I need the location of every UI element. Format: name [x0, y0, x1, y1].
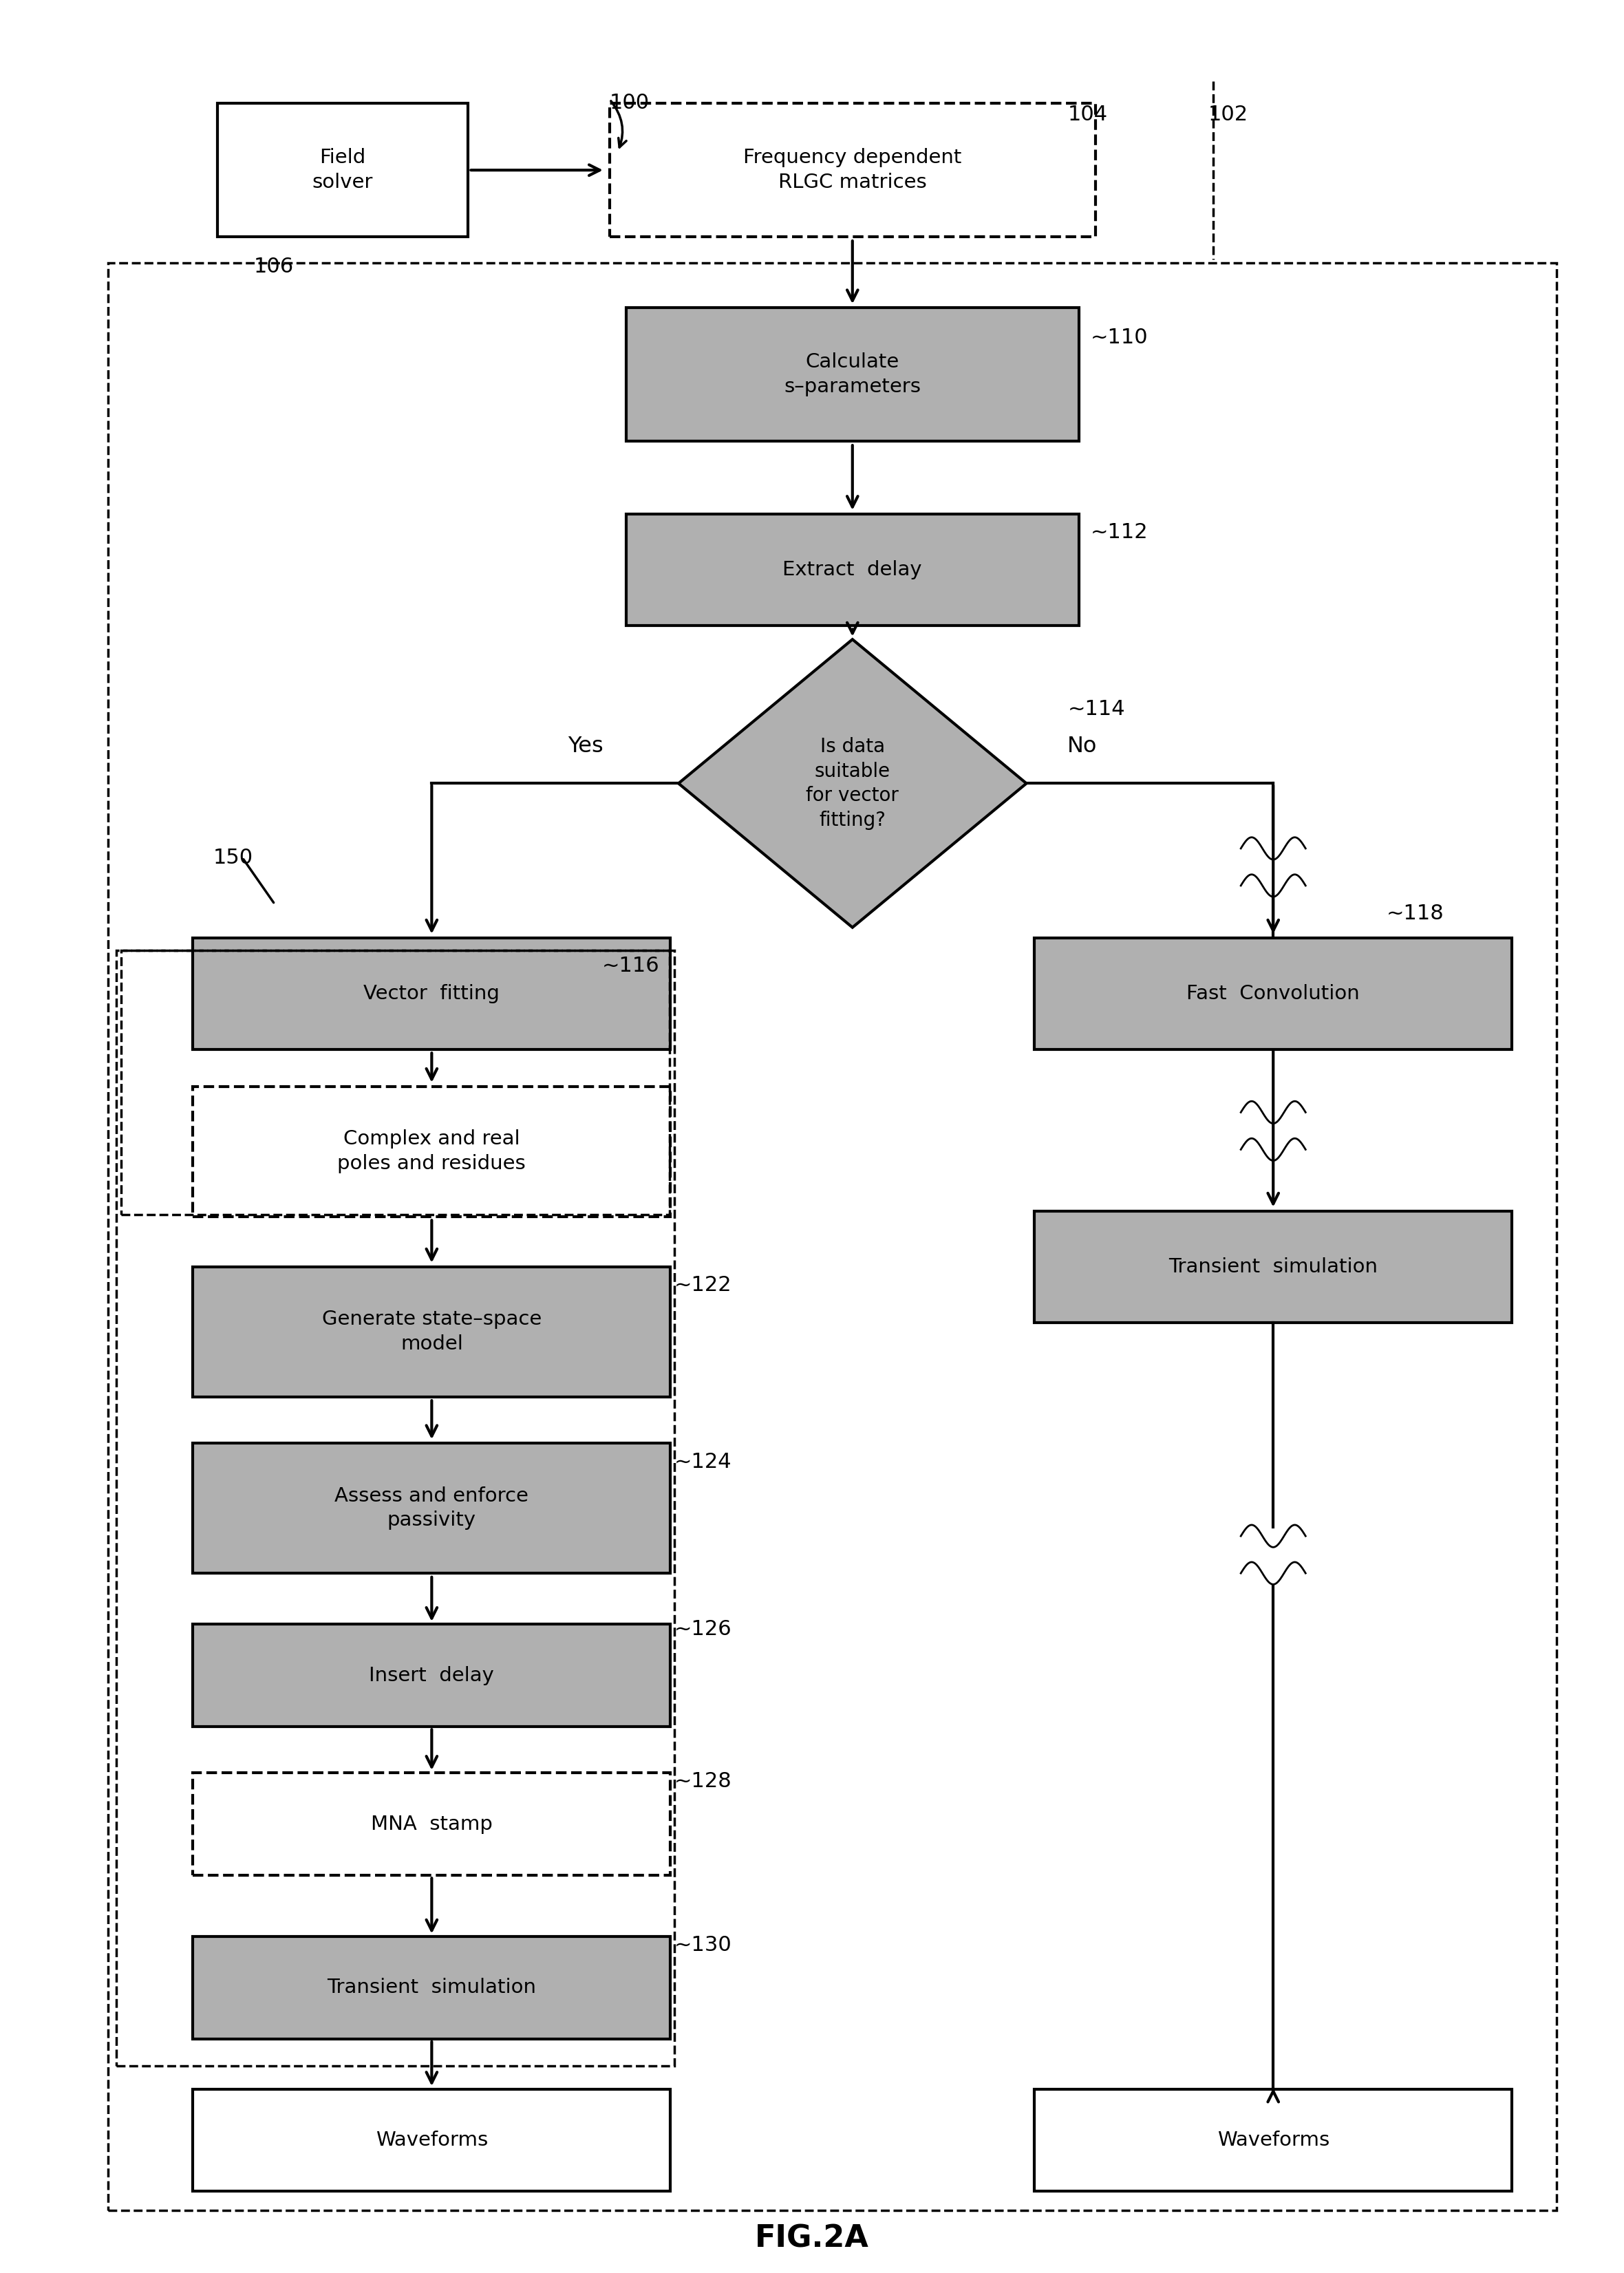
FancyBboxPatch shape: [1034, 939, 1512, 1050]
Text: 106: 106: [253, 257, 294, 277]
FancyBboxPatch shape: [625, 514, 1078, 625]
Text: Generate state–space
model: Generate state–space model: [322, 1309, 541, 1352]
Text: Extract  delay: Extract delay: [783, 559, 922, 580]
FancyBboxPatch shape: [193, 1625, 671, 1727]
Text: ~112: ~112: [1090, 523, 1148, 543]
Polygon shape: [679, 639, 1026, 927]
Text: 102: 102: [1208, 105, 1249, 125]
FancyBboxPatch shape: [193, 939, 671, 1050]
Text: 150: 150: [213, 848, 253, 868]
Text: Transient  simulation: Transient simulation: [1169, 1257, 1377, 1275]
Text: Waveforms: Waveforms: [375, 2130, 487, 2150]
FancyBboxPatch shape: [193, 1937, 671, 2039]
FancyBboxPatch shape: [625, 307, 1078, 441]
Text: ~118: ~118: [1387, 902, 1444, 923]
Text: Frequency dependent
RLGC matrices: Frequency dependent RLGC matrices: [744, 148, 961, 191]
Text: Waveforms: Waveforms: [1216, 2130, 1330, 2150]
Text: Assess and enforce
passivity: Assess and enforce passivity: [335, 1487, 529, 1530]
Text: Yes: Yes: [568, 736, 603, 757]
Text: ~114: ~114: [1067, 700, 1125, 718]
Text: MNA  stamp: MNA stamp: [370, 1814, 492, 1834]
Text: Field
solver: Field solver: [312, 148, 374, 191]
Text: ~126: ~126: [674, 1618, 732, 1639]
Text: Complex and real
poles and residues: Complex and real poles and residues: [338, 1130, 526, 1173]
Text: Calculate
s–parameters: Calculate s–parameters: [784, 352, 921, 396]
Text: Fast  Convolution: Fast Convolution: [1187, 984, 1359, 1002]
FancyBboxPatch shape: [1034, 1212, 1512, 1323]
Text: ~110: ~110: [1090, 327, 1148, 348]
FancyBboxPatch shape: [193, 1266, 671, 1396]
Text: No: No: [1067, 736, 1098, 757]
FancyBboxPatch shape: [193, 1443, 671, 1573]
Text: FIG.2A: FIG.2A: [755, 2223, 869, 2253]
Text: ~116: ~116: [601, 955, 659, 975]
Text: 100: 100: [609, 93, 650, 114]
Text: Insert  delay: Insert delay: [369, 1666, 494, 1684]
Text: Is data
suitable
for vector
fitting?: Is data suitable for vector fitting?: [806, 736, 898, 830]
Text: 104: 104: [1067, 105, 1108, 125]
Text: ~128: ~128: [674, 1771, 732, 1791]
Text: Vector  fitting: Vector fitting: [364, 984, 500, 1002]
Text: ~124: ~124: [674, 1452, 732, 1471]
Text: ~130: ~130: [674, 1934, 732, 1955]
Text: Transient  simulation: Transient simulation: [326, 1978, 536, 1998]
Text: ~122: ~122: [674, 1275, 732, 1296]
